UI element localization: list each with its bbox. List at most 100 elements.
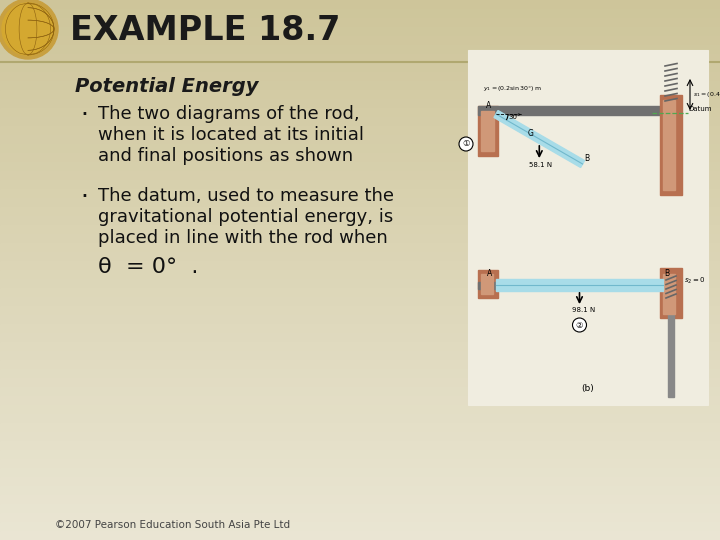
Bar (478, 282, 663, 289)
Bar (468, 50, 708, 405)
Text: A: A (487, 269, 492, 278)
Text: A: A (487, 101, 492, 110)
Bar (0, 360, 720, 369)
Bar (0, 45, 720, 54)
Bar (0, 180, 720, 189)
Bar (0, 279, 720, 288)
Bar (0, 27, 720, 36)
Bar (0, 90, 720, 99)
Bar (478, 106, 498, 156)
Bar (663, 100, 675, 190)
Circle shape (0, 0, 58, 59)
Bar (0, 396, 720, 405)
Circle shape (2, 3, 54, 55)
Bar (0, 459, 720, 468)
Text: 58.1 N: 58.1 N (529, 162, 552, 168)
Bar (0, 108, 720, 117)
Bar (0, 315, 720, 324)
Bar (660, 268, 682, 318)
Polygon shape (496, 279, 663, 291)
Bar (0, 117, 720, 126)
Bar (0, 450, 720, 459)
Text: when it is located at its initial: when it is located at its initial (98, 126, 364, 144)
Bar (0, 225, 720, 234)
Bar (0, 135, 720, 144)
Bar (481, 111, 494, 151)
Bar (0, 243, 720, 252)
Bar (0, 144, 720, 153)
Bar (0, 468, 720, 477)
Text: and final positions as shown: and final positions as shown (98, 147, 353, 165)
Bar (0, 162, 720, 171)
Bar (0, 297, 720, 306)
Bar (0, 63, 720, 72)
Bar (0, 414, 720, 423)
Bar (0, 423, 720, 432)
Bar (0, 270, 720, 279)
Bar (0, 234, 720, 243)
Text: ①: ① (462, 139, 469, 148)
Text: B: B (584, 154, 589, 163)
Bar (0, 333, 720, 342)
Text: Potential Energy: Potential Energy (75, 77, 258, 96)
Bar (0, 0, 720, 9)
Bar (0, 324, 720, 333)
Bar (0, 351, 720, 360)
Bar (0, 405, 720, 414)
Bar (478, 106, 663, 115)
Text: EXAMPLE 18.7: EXAMPLE 18.7 (70, 15, 341, 48)
Bar (0, 252, 720, 261)
Circle shape (572, 318, 587, 332)
Text: The datum, used to measure the: The datum, used to measure the (98, 187, 394, 205)
Bar (0, 369, 720, 378)
Bar (0, 441, 720, 450)
Bar (0, 72, 720, 81)
Bar (0, 198, 720, 207)
Text: ②: ② (576, 321, 583, 329)
Bar (0, 495, 720, 504)
Text: G: G (527, 129, 534, 138)
Bar (668, 311, 674, 397)
Bar (0, 504, 720, 513)
Bar (0, 18, 720, 27)
Bar (481, 274, 493, 294)
Text: gravitational potential energy, is: gravitational potential energy, is (98, 208, 393, 226)
Bar (0, 306, 720, 315)
Bar (0, 261, 720, 270)
Bar (0, 171, 720, 180)
Bar (0, 216, 720, 225)
Bar (0, 513, 720, 522)
Bar (478, 270, 498, 298)
Text: ·: · (80, 185, 88, 209)
Text: 98.1 N: 98.1 N (572, 307, 595, 313)
Bar (0, 486, 720, 495)
Bar (660, 95, 682, 195)
Bar (0, 342, 720, 351)
Text: θ  = 0°  .: θ = 0° . (98, 257, 199, 277)
Bar (0, 9, 720, 18)
Bar (0, 54, 720, 63)
Bar (0, 432, 720, 441)
Bar (0, 378, 720, 387)
Bar (0, 153, 720, 162)
Text: ©2007 Pearson Education South Asia Pte Ltd: ©2007 Pearson Education South Asia Pte L… (55, 520, 290, 530)
Bar (0, 81, 720, 90)
Bar (0, 288, 720, 297)
Text: $y_1 = (0.2\sin 30°)$ m: $y_1 = (0.2\sin 30°)$ m (483, 84, 542, 93)
Text: B: B (665, 269, 670, 278)
Bar (0, 36, 720, 45)
Bar (0, 477, 720, 486)
Bar (663, 274, 675, 314)
Text: Datum: Datum (688, 106, 711, 112)
Text: $s_2 = 0$: $s_2 = 0$ (684, 276, 706, 286)
Bar (0, 189, 720, 198)
Bar (0, 207, 720, 216)
Bar (0, 126, 720, 135)
Polygon shape (494, 111, 585, 167)
Text: 30°: 30° (508, 114, 521, 120)
Text: ·: · (80, 103, 88, 127)
Text: $s_1=(0.4\sin30°)$m: $s_1=(0.4\sin30°)$m (693, 90, 720, 99)
Text: (b): (b) (582, 384, 595, 393)
Circle shape (459, 137, 473, 151)
Bar (0, 522, 720, 531)
